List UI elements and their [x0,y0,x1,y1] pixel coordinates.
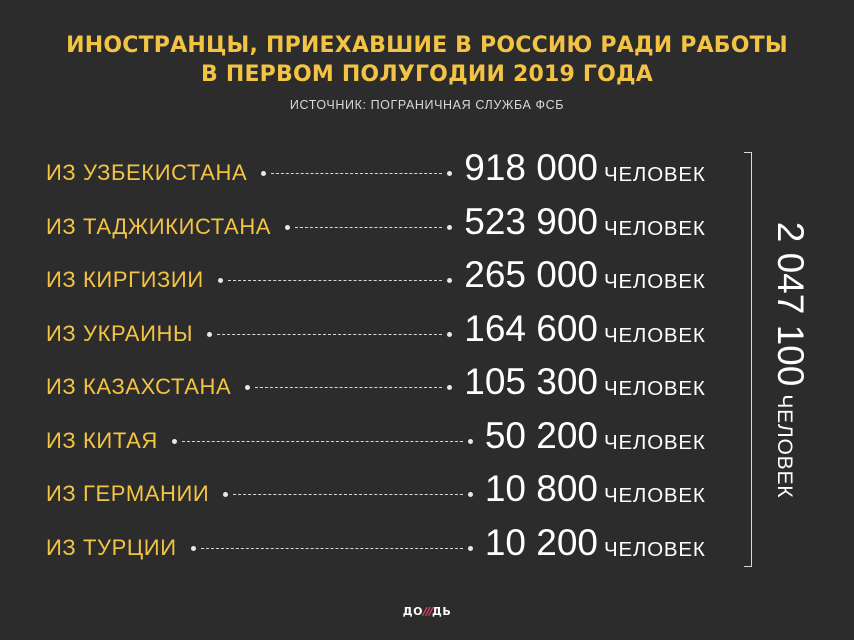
leader-dot [447,331,452,337]
country-label: ИЗ УКРАИНЫ [46,320,194,346]
total-bracket [744,152,752,567]
leader-dot [468,545,473,551]
data-row: ИЗ ТАДЖИКИСТАНА 523 900 ЧЕЛОВЕК [0,201,740,246]
data-row: ИЗ КАЗАХСТАНА 105 300 ЧЕЛОВЕК [0,361,740,406]
value-label: 523 900 [464,200,598,242]
leader-dot [447,278,452,283]
value-label: 10 200 [484,521,598,563]
value-label: 918 000 [464,147,598,188]
leader-dot [285,224,290,230]
leader-dot [207,331,212,337]
leader-dashes [255,387,442,388]
logo-part-2: ДЬ [432,605,452,618]
leader-dot [468,438,473,444]
leader-dot [172,438,177,444]
data-row: ИЗ УКРАИНЫ 164 600 ЧЕЛОВЕК [0,308,740,353]
leader-dot [223,492,228,497]
logo-part-1: ДО [402,605,423,618]
value-label: 10 800 [484,468,598,509]
value-label: 105 300 [464,361,598,402]
unit-label: ЧЕЛОВЕК [604,216,706,240]
leader-dot [261,171,266,176]
chart-title-line-1: ИНОСТРАНЦЫ, ПРИЕХАВШИЕ В РОССИЮ РАДИ РАБ… [66,33,788,58]
total-value: 2 047 100 [770,221,811,387]
value-label: 50 200 [484,414,598,456]
unit-label: ЧЕЛОВЕК [604,163,706,186]
unit-label: ЧЕЛОВЕК [604,430,706,454]
country-label: ИЗ КАЗАХСТАНА [46,374,232,399]
unit-label: ЧЕЛОВЕК [604,537,706,561]
unit-label: ЧЕЛОВЕК [604,270,706,293]
unit-label: ЧЕЛОВЕК [604,484,706,507]
value-label: 265 000 [464,254,598,295]
country-label: ИЗ ТАДЖИКИСТАНА [46,213,272,239]
leader-dot [245,385,250,390]
leader-dot [447,171,452,176]
leader-dashes [201,547,463,549]
country-label: ИЗ УЗБЕКИСТАНА [46,160,248,185]
data-row: ИЗ ГЕРМАНИИ 10 800 ЧЕЛОВЕК [0,468,740,513]
leader-dot [468,492,473,497]
total-unit: ЧЕЛОВЕК [773,394,796,499]
chart-title-line-2: В ПЕРВОМ ПОЛУГОДИИ 2019 ГОДА [201,62,653,87]
data-row: ИЗ УЗБЕКИСТАНА 918 000 ЧЕЛОВЕК [0,147,740,192]
country-label: ИЗ КИРГИЗИИ [46,267,204,292]
unit-label: ЧЕЛОВЕК [604,377,706,400]
source-note: ИСТОЧНИК: ПОГРАНИЧНАЯ СЛУЖБА ФСБ [289,98,565,112]
leader-dashes [228,280,442,281]
leader-dashes [182,440,463,442]
leader-dot [218,278,223,283]
country-label: ИЗ ТУРЦИИ [46,534,177,560]
total-label: 2 047 100 ЧЕЛОВЕК [769,222,811,499]
data-row: ИЗ КИРГИЗИИ 265 000 ЧЕЛОВЕК [0,254,740,299]
logo-slash: /// [422,605,433,618]
leader-dashes [233,494,463,495]
leader-dashes [295,226,442,228]
leader-dashes [217,333,442,335]
leader-dot [447,385,452,390]
value-label: 164 600 [464,307,598,349]
leader-dashes [271,173,442,174]
unit-label: ЧЕЛОВЕК [604,323,706,347]
data-row: ИЗ ТУРЦИИ 10 200 ЧЕЛОВЕК [0,522,740,567]
leader-dot [191,545,196,551]
country-label: ИЗ КИТАЯ [46,427,158,453]
leader-dot [447,224,452,230]
data-row: ИЗ КИТАЯ 50 200 ЧЕЛОВЕК [0,415,740,460]
logo: ДО///ДЬ [0,605,854,618]
country-label: ИЗ ГЕРМАНИИ [46,481,210,506]
